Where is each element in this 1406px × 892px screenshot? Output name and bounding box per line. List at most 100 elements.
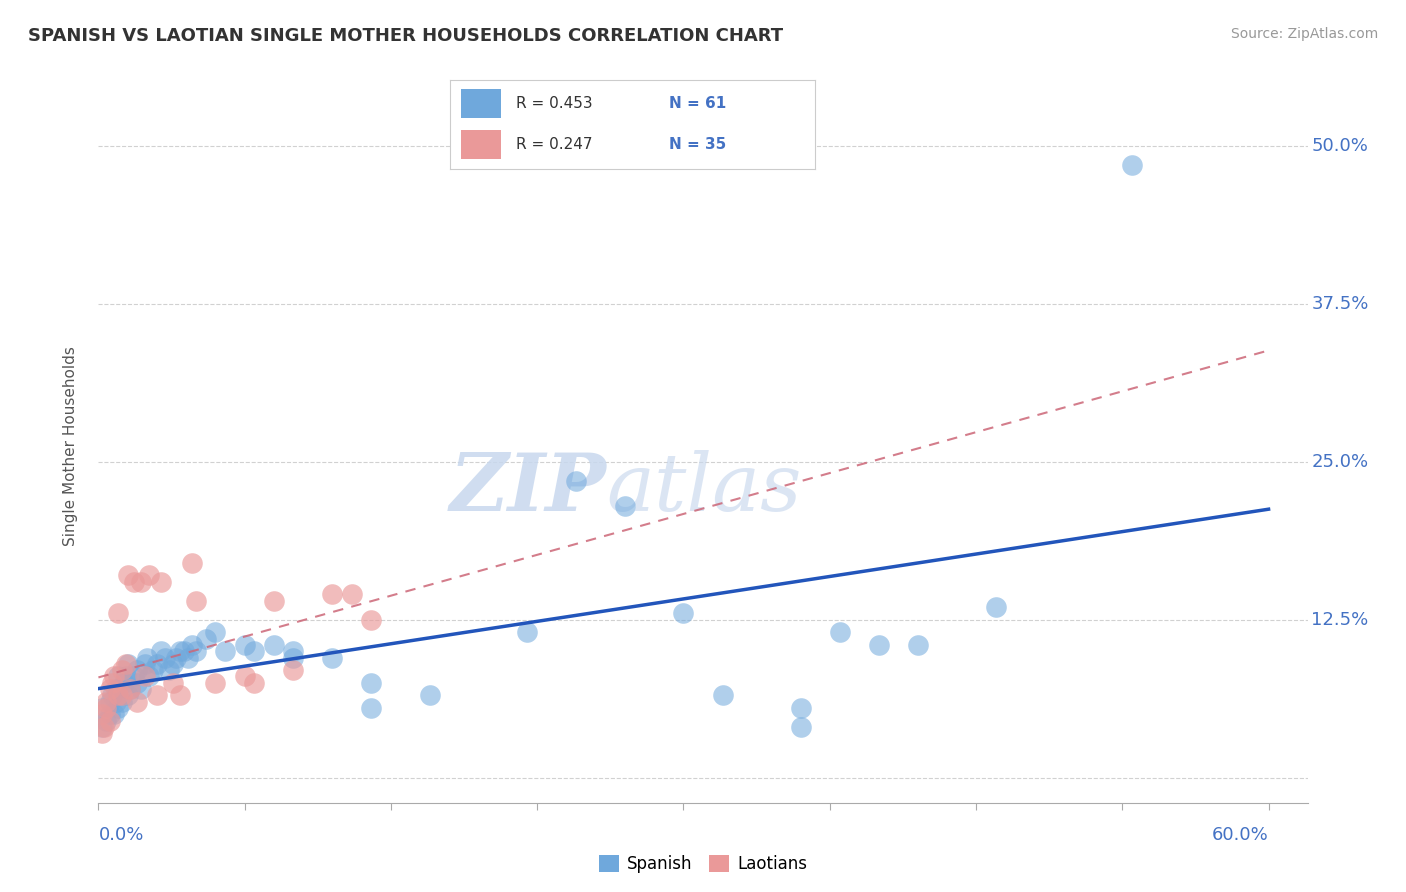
Text: SPANISH VS LAOTIAN SINGLE MOTHER HOUSEHOLDS CORRELATION CHART: SPANISH VS LAOTIAN SINGLE MOTHER HOUSEHO… (28, 27, 783, 45)
Text: atlas: atlas (606, 450, 801, 527)
Point (173, 644, 195, 658)
Point (91, 707, 114, 722)
Point (91, 726, 114, 740)
Legend: Spanish, Laotians: Spanish, Laotians (592, 848, 814, 880)
Point (360, 613, 382, 627)
Point (146, 689, 169, 703)
Point (98, 707, 121, 722)
Text: 0.0%: 0.0% (98, 825, 143, 844)
Point (104, 695, 127, 709)
Bar (461, 89, 501, 118)
Point (243, 644, 266, 658)
Point (184, 644, 207, 658)
Point (93, 720, 115, 734)
Text: N = 35: N = 35 (669, 137, 727, 152)
Point (828, 625, 851, 640)
Point (107, 682, 129, 697)
Point (162, 675, 184, 690)
Text: ZIP: ZIP (450, 450, 606, 527)
Point (789, 720, 811, 734)
Bar (461, 130, 501, 159)
Point (111, 663, 134, 677)
Point (117, 568, 139, 582)
Point (263, 593, 285, 607)
Point (184, 593, 207, 607)
Point (122, 574, 145, 589)
Point (321, 650, 343, 665)
Point (131, 574, 153, 589)
Point (98, 695, 121, 709)
Point (134, 657, 156, 671)
Point (711, 689, 734, 703)
Point (131, 682, 153, 697)
Point (181, 638, 204, 652)
Point (98, 682, 121, 697)
Point (360, 675, 382, 690)
Y-axis label: Single Mother Households: Single Mother Households (63, 346, 77, 546)
Point (138, 669, 160, 683)
Point (1121, 158, 1143, 172)
Point (98, 714, 121, 728)
Point (107, 607, 129, 621)
Point (565, 474, 588, 488)
Point (243, 675, 266, 690)
Point (101, 675, 124, 690)
Text: 50.0%: 50.0% (1312, 137, 1368, 155)
Point (111, 695, 134, 709)
Point (138, 568, 160, 582)
Point (283, 644, 305, 658)
Text: 60.0%: 60.0% (1212, 825, 1268, 844)
Text: Source: ZipAtlas.com: Source: ZipAtlas.com (1230, 27, 1378, 41)
Point (233, 638, 256, 652)
Point (907, 638, 929, 652)
Point (165, 650, 187, 665)
Point (122, 669, 145, 683)
Point (118, 682, 141, 697)
Point (984, 600, 1007, 615)
Point (149, 644, 172, 658)
Point (177, 650, 200, 665)
Point (136, 650, 159, 665)
Point (169, 689, 191, 703)
Point (283, 663, 305, 677)
Point (169, 644, 191, 658)
Point (107, 669, 129, 683)
Point (263, 638, 285, 652)
Text: 12.5%: 12.5% (1312, 611, 1368, 629)
Point (419, 689, 441, 703)
Point (134, 669, 156, 683)
Text: R = 0.453: R = 0.453 (516, 96, 592, 111)
Point (127, 663, 149, 677)
Point (283, 650, 305, 665)
Point (204, 675, 226, 690)
Point (789, 701, 811, 715)
Point (103, 707, 125, 722)
Point (153, 650, 176, 665)
Point (96, 714, 118, 728)
Point (672, 607, 695, 621)
Point (149, 574, 172, 589)
Point (127, 675, 149, 690)
Point (104, 682, 127, 697)
Point (340, 587, 363, 601)
Point (112, 675, 135, 690)
Point (146, 657, 169, 671)
Point (204, 625, 226, 640)
Point (868, 638, 890, 652)
Text: 25.0%: 25.0% (1312, 453, 1368, 471)
Text: R = 0.247: R = 0.247 (516, 137, 592, 152)
Point (96, 701, 118, 715)
Point (233, 669, 256, 683)
Point (516, 625, 538, 640)
Point (114, 657, 136, 671)
Point (181, 556, 204, 570)
Point (91, 701, 114, 715)
Point (118, 682, 141, 697)
Point (614, 499, 637, 513)
Point (321, 587, 343, 601)
Point (117, 657, 139, 671)
Point (114, 669, 136, 683)
Point (127, 695, 149, 709)
Point (214, 644, 236, 658)
Point (103, 669, 125, 683)
